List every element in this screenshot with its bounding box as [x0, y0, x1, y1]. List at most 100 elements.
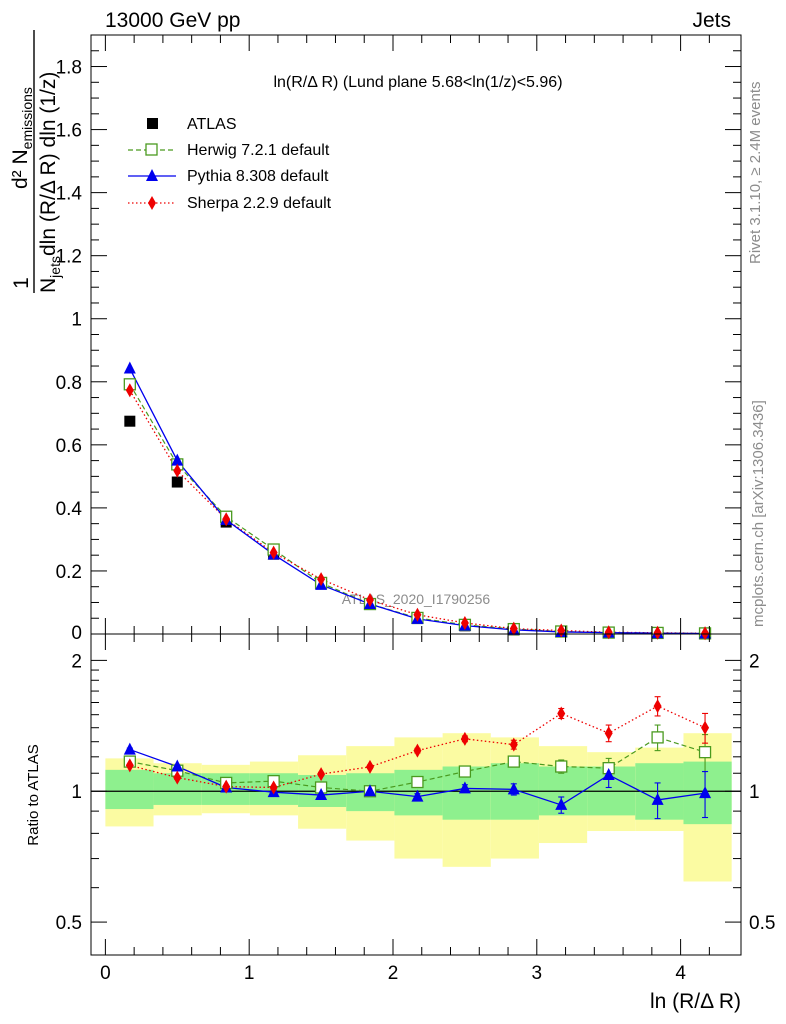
herwig-ratio-point — [698, 746, 712, 759]
ratio-green-band-bin — [105, 769, 154, 810]
sherpa-ratio-point — [222, 779, 231, 794]
ratio-y-tick-label: 1 — [71, 782, 82, 803]
atlas-data-point — [171, 476, 183, 488]
main-axes: 0.2 0.4 0.6 0.8 1 1.2 1.4 1.6 1.8 0 — [56, 35, 741, 644]
pythia-ratio-point — [555, 797, 568, 810]
sherpa-ratio-point — [701, 720, 710, 735]
herwig-ratio-point — [411, 775, 424, 789]
legend: ATLAS Herwig 7.2.1 default Pythia 8.308 … — [128, 116, 332, 212]
legend-atlas-marker — [147, 118, 158, 129]
pythia-ratio-point — [699, 786, 712, 799]
main-y-tick-label: 0.4 — [56, 499, 83, 520]
header-energy-label: 13000 GeV pp — [105, 9, 240, 32]
sherpa-main-point — [604, 625, 613, 640]
main-panel: ln(R/Δ R) (Lund plane 5.68<ln(1/z)<5.96)… — [9, 30, 742, 644]
main-y-tick-label: 1.8 — [56, 58, 82, 79]
sherpa-ratio-point — [509, 737, 518, 752]
sherpa-main-point — [509, 621, 518, 636]
main-y-tick-label: 1.4 — [56, 184, 83, 205]
pythia-ratio-point — [123, 742, 136, 755]
legend-entry-sherpa: Sherpa 2.2.9 default — [128, 195, 332, 212]
ratio-y-tick-label: 0.5 — [56, 913, 82, 934]
main-y-tick-label: 0.6 — [56, 436, 82, 457]
legend-entry-herwig: Herwig 7.2.1 default — [128, 142, 330, 159]
legend-atlas-label: ATLAS — [187, 116, 237, 133]
sherpa-ratio-point — [604, 726, 613, 741]
sherpa-main-point — [365, 592, 374, 607]
x-tick-label: 1 — [244, 963, 255, 984]
atlas-data-point — [124, 415, 136, 427]
ratio-y-tick-label: 2 — [71, 651, 82, 672]
pythia-main-point — [123, 361, 136, 374]
sherpa-ratio-point — [365, 759, 374, 774]
main-y-zero-label: 0 — [71, 623, 82, 644]
ylabel-denominator: Njetsdln (R/Δ R) dln (1/z) — [37, 72, 63, 293]
ylabel-one: 1 — [10, 277, 33, 289]
sherpa-main-point — [653, 625, 662, 640]
ylabel-numerator: d² Nemissions — [9, 87, 35, 189]
herwig-ratio-point — [458, 765, 472, 778]
pythia-ratio-point — [315, 788, 328, 801]
sherpa-main-point — [317, 572, 326, 587]
legend-entry-pythia: Pythia 8.308 default — [128, 168, 329, 185]
pythia-ratio-point — [651, 792, 664, 805]
main-panel-title: ln(R/Δ R) (Lund plane 5.68<ln(1/z)<5.96) — [273, 74, 562, 91]
x-tick-label: 2 — [388, 963, 399, 984]
sherpa-ratio-point — [317, 767, 326, 782]
main-y-tick-label: 1.2 — [56, 247, 82, 268]
main-y-tick-label: 1 — [71, 310, 82, 331]
sherpa-ratio-point — [173, 770, 182, 785]
x-tick-label: 3 — [532, 963, 543, 984]
sherpa-main-point — [173, 463, 182, 478]
herwig-ratio-point — [507, 755, 520, 768]
ratio-y-tick-label-right: 2 — [749, 651, 760, 672]
legend-sherpa-marker — [148, 196, 156, 210]
sherpa-main-point — [125, 383, 134, 398]
legend-pythia-label: Pythia 8.308 default — [187, 168, 329, 185]
ratio-panel-frame — [90, 633, 742, 956]
main-y-tick-label: 0.2 — [56, 562, 82, 583]
sherpa-main-point — [222, 512, 231, 527]
x-tick-label: 4 — [675, 963, 686, 984]
pythia-ratio-point — [411, 789, 424, 802]
sherpa-main-point — [269, 545, 278, 560]
ratio-axes: 0.5 0.5 1 1 2 2 0 1 2 3 4 — [56, 634, 775, 984]
pythia-ratio-point — [507, 782, 520, 795]
rivet-side-label: Rivet 3.1.10, ≥ 2.4M events — [747, 82, 764, 265]
ylabel-njets: N — [37, 278, 60, 293]
ratio-series-group — [123, 696, 712, 820]
main-y-axis-title: 1 Njetsdln (R/Δ R) dln (1/z) d² Nemissio… — [9, 30, 63, 293]
x-axis-title: ln (R/Δ R) — [650, 990, 741, 1013]
sherpa-ratio-point — [557, 706, 566, 721]
pythia-main-point — [171, 453, 184, 466]
herwig-ratio-point — [651, 731, 664, 744]
legend-entry-atlas: ATLAS — [147, 116, 237, 133]
main-series-group — [123, 361, 712, 641]
legend-herwig-marker — [145, 143, 158, 156]
ylabel-d2n: d² N — [9, 149, 32, 189]
sherpa-main-point — [701, 626, 710, 641]
header-jets-label: Jets — [692, 9, 731, 32]
ratio-y-axis-title: Ratio to ATLAS — [25, 744, 42, 845]
legend-sherpa-label: Sherpa 2.2.9 default — [187, 195, 332, 212]
main-y-tick-label: 0.8 — [56, 373, 82, 394]
pythia-ratio-point — [171, 759, 184, 772]
legend-pythia-marker — [146, 169, 158, 181]
pythia-ratio-point — [363, 784, 376, 797]
ratio-y-tick-label-right: 0.5 — [749, 913, 775, 934]
sherpa-ratio-point — [269, 780, 278, 795]
ylabel-njets-sub: jets — [47, 256, 63, 279]
sherpa-ratio-point — [460, 731, 469, 746]
sherpa-main-point — [460, 615, 469, 630]
x-tick-label: 0 — [100, 963, 111, 984]
sherpa-ratio-point — [653, 699, 662, 714]
ratio-y-tick-label-right: 1 — [749, 782, 760, 803]
pythia-ratio-point — [602, 767, 615, 780]
ratio-panel: 0.5 0.5 1 1 2 2 0 1 2 3 4 Ratio to ATLAS ln (R/Δ R… — [25, 633, 775, 1013]
legend-herwig-label: Herwig 7.2.1 default — [187, 142, 330, 159]
pythia-ratio-point — [458, 781, 471, 794]
sherpa-ratio-point — [125, 758, 134, 773]
sherpa-main-point — [413, 607, 422, 622]
ylabel-denom-rest: dln (R/Δ R) dln (1/z) — [37, 72, 60, 256]
